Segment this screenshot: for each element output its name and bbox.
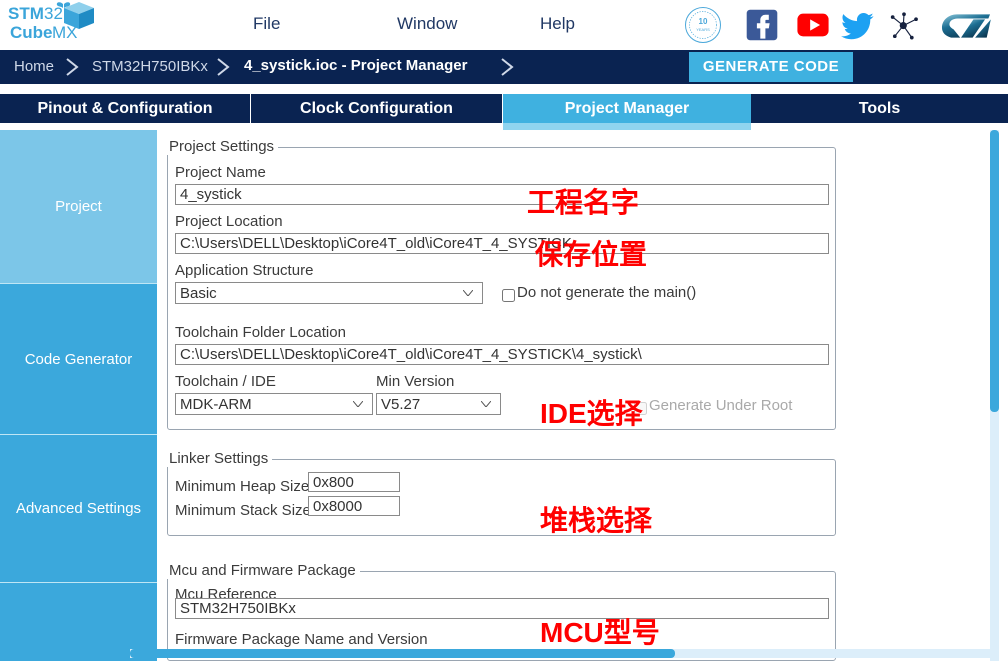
svg-text:MX: MX <box>52 23 78 42</box>
svg-text:YEARS: YEARS <box>696 27 710 32</box>
svg-text:Cube: Cube <box>10 23 53 42</box>
svg-text:STM: STM <box>8 4 44 23</box>
svg-text:32: 32 <box>44 4 63 23</box>
svg-text:10: 10 <box>699 17 708 26</box>
